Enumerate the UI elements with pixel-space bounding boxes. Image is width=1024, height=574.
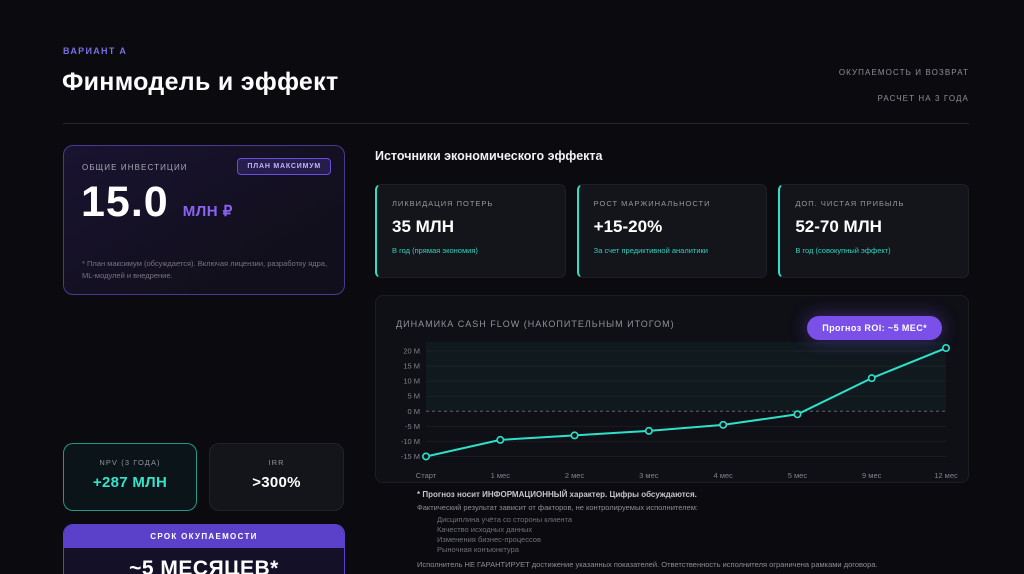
sources-title: Источники экономического эффекта [375,149,603,163]
svg-text:-15 М: -15 М [401,452,420,461]
cashflow-chart-title: ДИНАМИКА CASH FLOW (НАКОПИТЕЛЬНЫМ ИТОГОМ… [396,319,675,329]
irr-label: IRR [268,458,285,467]
npv-card: NPV (3 ГОДА) +287 МЛН [63,443,197,511]
svg-text:0 М: 0 М [407,407,420,416]
disclaimer-line2: Фактический результат зависит от факторо… [417,503,698,512]
svg-text:5 М: 5 М [407,392,420,401]
svg-text:5 мес: 5 мес [788,471,808,480]
investment-note: * План максимум (обсуждается). Включая л… [82,259,328,280]
source-card-note: В год (совокупный эффект) [795,246,891,255]
header-right-block: ОКУПАЕМОСТЬ И ВОЗВРАТ РАСЧЕТ НА 3 ГОДА [839,68,969,103]
source-card-note: В год (прямая экономия) [392,246,478,255]
svg-text:10 М: 10 М [403,377,420,386]
disclaimer-bullet: Качество исходных данных [437,525,533,534]
svg-text:2 мес: 2 мес [565,471,585,480]
svg-text:4 мес: 4 мес [713,471,733,480]
header-right-line1: ОКУПАЕМОСТЬ И ВОЗВРАТ [838,68,969,77]
svg-text:-5 М: -5 М [405,422,420,431]
disclaimer-bullet: Дисциплина учёта со стороны клиента [437,515,573,524]
investment-label: ОБЩИЕ ИНВЕСТИЦИИ [82,163,188,172]
irr-card: IRR >300% [209,443,344,511]
disclaimer-line3: Исполнитель НЕ ГАРАНТИРУЕТ достижение ук… [417,560,878,569]
source-card-value: +15-20% [593,217,663,236]
cashflow-chart: 20 М 15 М 10 М 5 М 0 М -5 М -10 М -15 М Старт 1 м… [401,342,958,480]
disclaimer-bullet: Изменения бизнес-процессов [437,535,541,544]
source-card-value: 35 МЛН [392,217,454,236]
irr-value: >300% [252,474,301,491]
svg-text:Старт: Старт [416,471,437,480]
source-card-value: 52-70 МЛН [795,217,882,236]
svg-text:9 мес: 9 мес [862,471,882,480]
source-card-profit: ДОП. ЧИСТАЯ ПРИБЫЛЬ 52-70 МЛН В год (сов… [778,184,970,278]
page-title: Финмодель и эффект [62,68,339,96]
header-right-line2: РАСЧЕТ НА 3 ГОДА [877,94,969,103]
variant-label: ВАРИАНТ А [63,46,128,56]
sources-row: ЛИКВИДАЦИЯ ПОТЕРЬ 35 МЛН В год (прямая э… [375,184,970,278]
source-card-margin: РОСТ МАРЖИНАЛЬНОСТИ +15-20% За счет пред… [576,184,768,278]
disclaimer-bullet: Рыночная конъюнктура [437,545,519,554]
svg-text:12 мес: 12 мес [934,471,958,480]
svg-text:-10 М: -10 М [401,437,420,446]
disclaimer-line1: * Прогноз носит ИНФОРМАЦИОННЫЙ характер.… [417,490,697,499]
svg-text:15 М: 15 М [403,362,420,371]
source-card-label: ДОП. ЧИСТАЯ ПРИБЫЛЬ [795,199,905,208]
payback-card: СРОК ОКУПАЕМОСТИ ~5 МЕСЯЦЕВ* [63,524,345,574]
svg-text:20 М: 20 М [403,347,420,356]
investment-value-row: 15.0 МЛН ₽ [81,178,233,227]
roi-forecast-badge: Прогноз ROI: ~5 МЕС* [807,316,942,340]
disclaimer-block: * Прогноз носит ИНФОРМАЦИОННЫЙ характер.… [417,490,977,569]
svg-text:3 мес: 3 мес [639,471,659,480]
plan-max-badge: ПЛАН МАКСИМУМ [237,158,331,175]
investment-card: ОБЩИЕ ИНВЕСТИЦИИ ПЛАН МАКСИМУМ 15.0 МЛН … [63,145,345,295]
npv-label: NPV (3 ГОДА) [99,458,161,467]
npv-value: +287 МЛН [92,474,168,491]
header-divider [63,123,969,124]
source-card-label: РОСТ МАРЖИНАЛЬНОСТИ [593,199,711,208]
disclaimer-bullets: Дисциплина учёта со стороны клиента Каче… [437,515,977,555]
cashflow-panel: ДИНАМИКА CASH FLOW (НАКОПИТЕЛЬНЫМ ИТОГОМ… [375,295,969,483]
source-card-note: За счет предиктивной аналитики [593,246,708,255]
investment-unit: МЛН ₽ [182,203,233,220]
svg-text:1 мес: 1 мес [491,471,511,480]
payback-value: ~5 МЕСЯЦЕВ* [129,557,279,574]
investment-value: 15.0 [81,178,169,226]
source-card-label: ЛИКВИДАЦИЯ ПОТЕРЬ [392,199,494,208]
source-card-losses: ЛИКВИДАЦИЯ ПОТЕРЬ 35 МЛН В год (прямая э… [375,184,566,278]
payback-label: СРОК ОКУПАЕМОСТИ [64,525,344,548]
